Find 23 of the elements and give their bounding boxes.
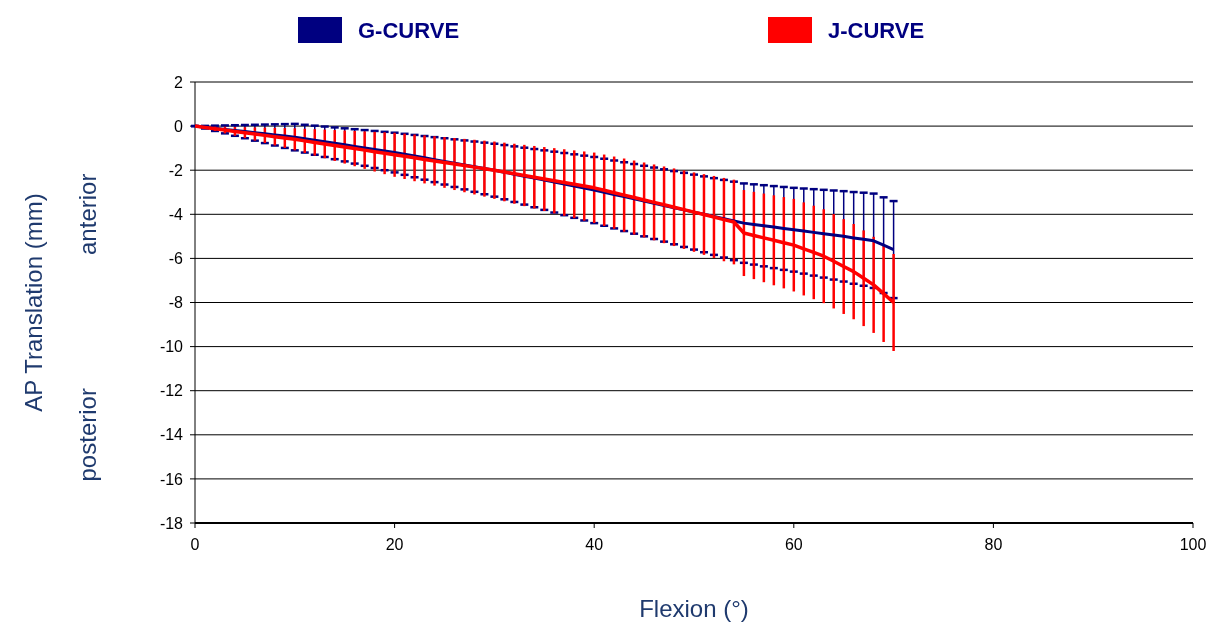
x-tick-label: 80 — [984, 536, 1003, 553]
y-tick-label: -16 — [159, 470, 184, 488]
y-tick-label: 2 — [174, 73, 184, 91]
x-tick-label: 0 — [190, 536, 200, 553]
y-tick-label: -12 — [159, 382, 184, 400]
legend-label: G-CURVE — [358, 17, 460, 43]
y-tick-label: -6 — [168, 250, 184, 267]
y-tick-label: -8 — [168, 294, 184, 312]
y-tick-label: -14 — [159, 426, 184, 444]
y-tick-label: -2 — [168, 161, 184, 179]
x-tick-label: 20 — [385, 536, 404, 553]
y-axis-title: AP Translation (mm) — [20, 193, 47, 412]
x-tick-label: 40 — [585, 536, 604, 553]
text: anterior — [74, 173, 101, 255]
y-tick-label: -10 — [159, 338, 184, 356]
y-tick-label: -18 — [159, 514, 184, 532]
x-axis-title: Flexion (°) — [639, 595, 749, 622]
text: posterior — [74, 388, 101, 482]
x-tick-label: 100 — [1179, 536, 1207, 553]
x-tick-label: 60 — [784, 536, 803, 553]
y-tick-label: -4 — [168, 205, 184, 223]
y-tick-label: 0 — [174, 117, 184, 135]
legend-label: J-CURVE — [828, 17, 925, 43]
